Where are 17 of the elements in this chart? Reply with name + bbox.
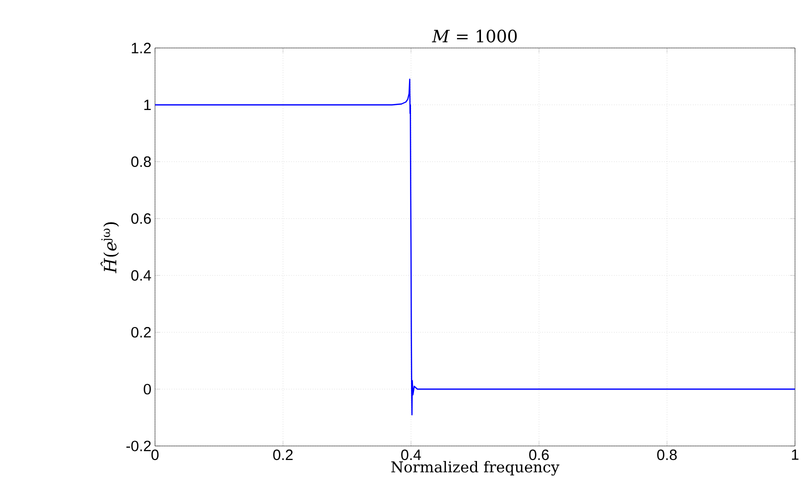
y-tick-label: 0.6: [131, 213, 151, 224]
x-tick-label: 1: [792, 450, 798, 460]
x-tick-label: 0: [151, 450, 159, 460]
x-axis-title: Normalized frequency: [391, 460, 560, 476]
x-tick-label: 0.4: [401, 450, 421, 460]
y-tick-label: -0.2: [126, 440, 151, 452]
y-tick-label: 0.4: [131, 270, 152, 281]
y-tick-label: 0.8: [131, 156, 151, 167]
y-tick-label: 0.2: [131, 326, 151, 338]
chart-title: M = 1000: [432, 30, 517, 42]
y-tick-label: 1.2: [132, 42, 151, 54]
x-tick-label: 0.2: [273, 450, 293, 460]
y-axis-title: Ĥ(e$^{jω}$): [100, 222, 119, 274]
x-tick-label: 0.6: [529, 450, 549, 460]
y-tick-label: 1: [144, 100, 151, 110]
x-tick-label: 0.8: [657, 450, 677, 460]
y-tick-label: 0: [144, 384, 151, 394]
